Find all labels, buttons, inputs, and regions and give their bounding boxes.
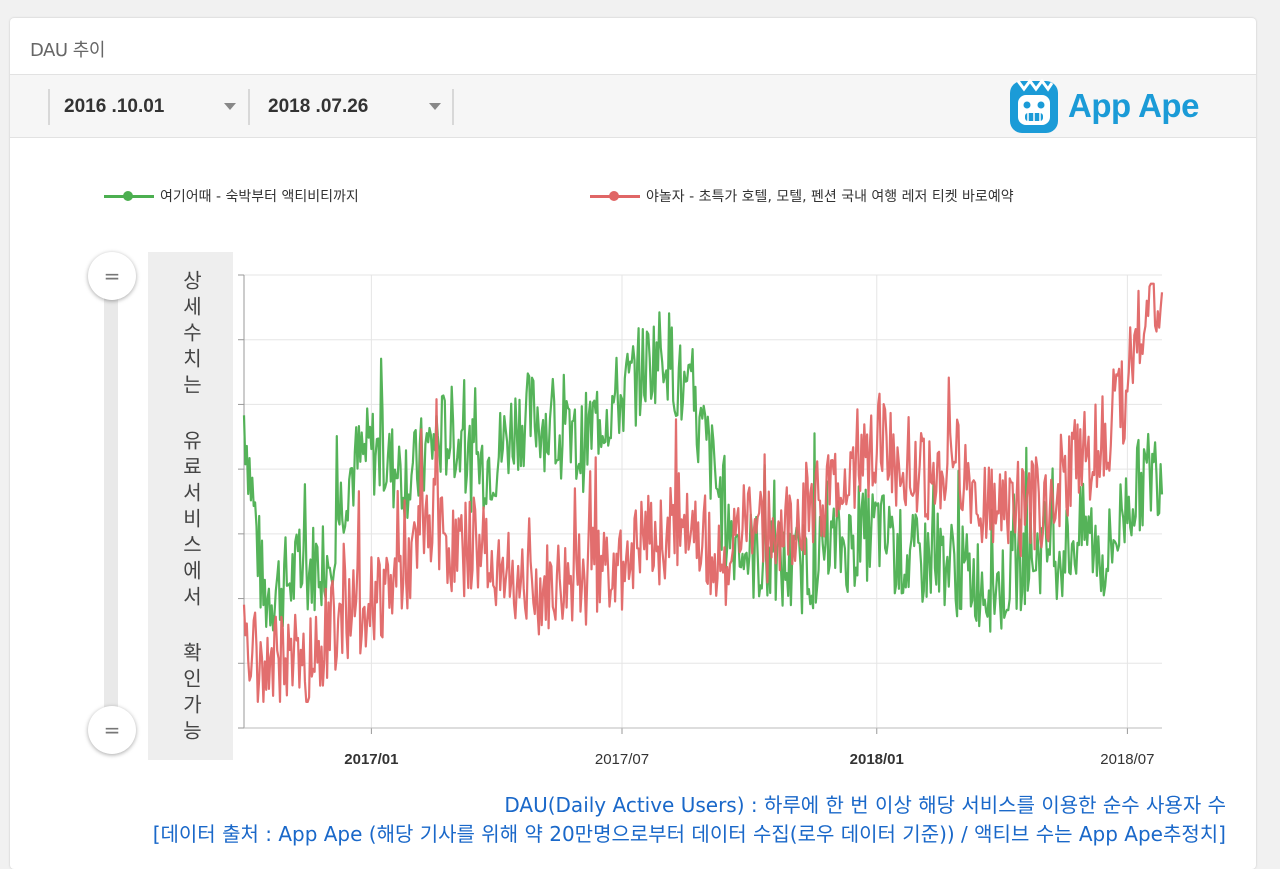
toolbar-divider: [48, 89, 50, 125]
app-ape-logo-text: App Ape: [1068, 87, 1199, 124]
range-slider-track[interactable]: [104, 278, 118, 730]
range-slider-bottom-handle[interactable]: =: [88, 706, 136, 754]
app-ape-logo: App Ape: [1008, 77, 1199, 135]
data-source-note: [데이터 출처 : App Ape (해당 기사를 위해 약 20만명으로부터 …: [152, 822, 1226, 846]
start-date-select[interactable]: 2016 .10.01: [64, 96, 165, 117]
toolbar-divider: [248, 89, 250, 125]
legend-label: 여기어때 - 숙박부터 액티비티까지: [160, 189, 359, 205]
range-slider-top-handle[interactable]: =: [88, 252, 136, 300]
series-line-yeogieottae: [242, 311, 1164, 633]
x-tick-label: 2017/01: [344, 751, 398, 768]
end-date-select[interactable]: 2018 .07.26: [268, 96, 369, 117]
x-tick-label: 2018/07: [1100, 751, 1154, 768]
detail-note-text: 상세수치는 유료서비스에서 확인가능: [179, 270, 203, 746]
end-date-chevron-down-icon[interactable]: [429, 103, 441, 110]
legend-label: 야놀자 - 초특가 호텔, 모텔, 펜션 국내 여행 레저 티켓 바로예약: [646, 189, 1014, 205]
app-ape-monkey-icon: [1010, 78, 1058, 133]
legend-item-yeogieottae[interactable]: 여기어때 - 숙박부터 액티비티까지: [104, 186, 359, 206]
x-tick-label: 2018/01: [850, 751, 904, 768]
toolbar-divider: [452, 89, 454, 125]
card-title: DAU 추이: [30, 40, 105, 61]
legend-red-marker-icon: [590, 189, 640, 203]
legend-green-marker-icon: [104, 189, 154, 203]
x-tick-label: 2017/07: [595, 751, 649, 768]
legend-item-yanolja[interactable]: 야놀자 - 초특가 호텔, 모텔, 펜션 국내 여행 레저 티켓 바로예약: [590, 186, 1014, 206]
detail-note-panel: 상세수치는 유료서비스에서 확인가능: [148, 252, 233, 760]
start-date-chevron-down-icon[interactable]: [224, 103, 236, 110]
series-line-yanolja: [242, 282, 1164, 704]
date-toolbar: 2016 .10.01 2018 .07.26 App Ape: [10, 74, 1256, 138]
dau-definition-note: DAU(Daily Active Users) : 하루에 한 번 이상 해당 …: [504, 793, 1226, 817]
